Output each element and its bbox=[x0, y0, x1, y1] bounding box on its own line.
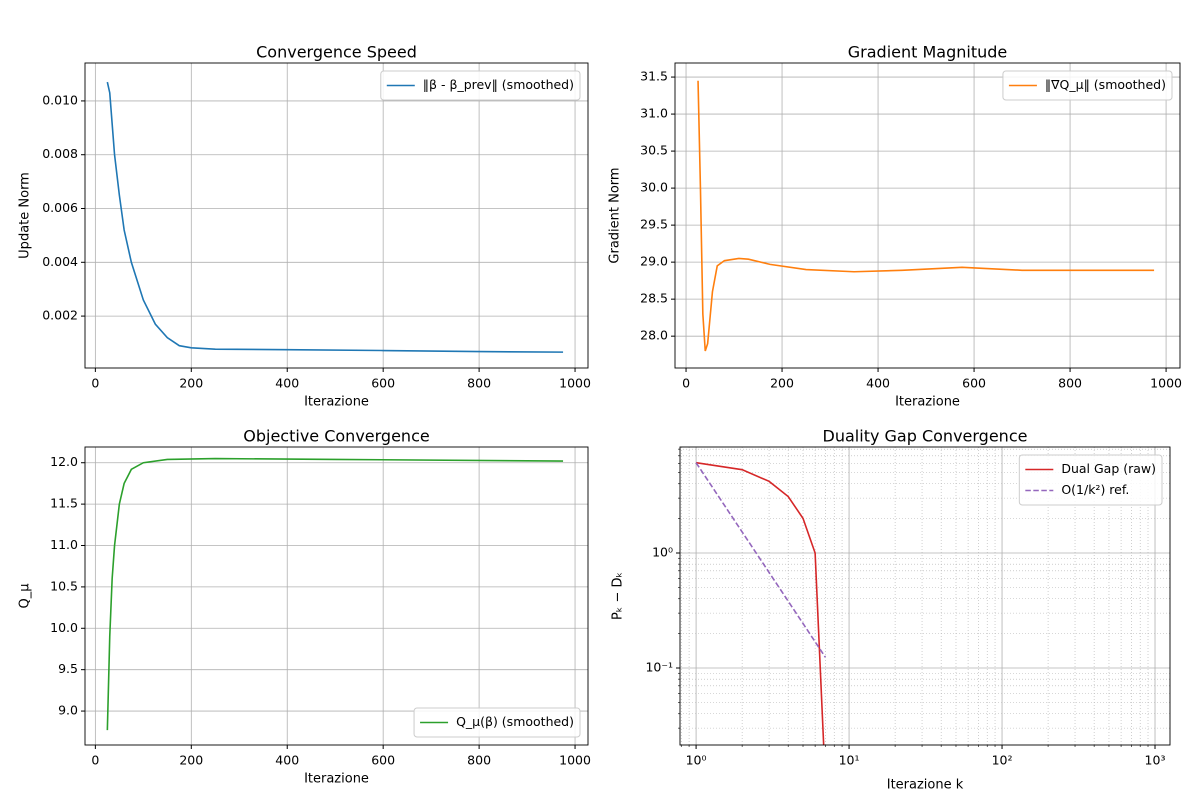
y-tick-label: 12.0 bbox=[50, 454, 78, 469]
x-tick-label: 10¹ bbox=[839, 753, 860, 768]
y-tick-label: 10⁰ bbox=[652, 544, 673, 559]
legend: ‖β - β_prev‖ (smoothed) bbox=[380, 70, 581, 101]
y-tick-label: 30.0 bbox=[640, 180, 668, 195]
subplot-title: Convergence Speed bbox=[256, 43, 417, 62]
legend-box bbox=[413, 707, 581, 738]
x-tick-label: 0 bbox=[682, 376, 690, 391]
legend-box bbox=[1018, 454, 1163, 506]
y-tick-label: 30.5 bbox=[640, 143, 668, 158]
legend: ‖∇Q_μ‖ (smoothed) bbox=[1002, 70, 1173, 101]
y-tick-label: 9.0 bbox=[58, 703, 78, 718]
x-tick-label: 10⁰ bbox=[686, 753, 707, 768]
legend-box bbox=[1002, 70, 1173, 101]
x-tick-label: 400 bbox=[866, 376, 890, 391]
x-axis-label: Iterazione bbox=[304, 772, 369, 787]
series-line bbox=[106, 457, 564, 731]
axes-frame bbox=[679, 446, 1171, 746]
y-tick-label: 28.5 bbox=[640, 291, 668, 306]
y-tick-label: 0.008 bbox=[42, 146, 78, 161]
y-axis-label: Pₖ − Dₖ bbox=[611, 572, 626, 620]
legend-label: Q_μ(β) (smoothed) bbox=[456, 714, 574, 729]
y-tick-label: 11.0 bbox=[50, 537, 78, 552]
axes-frame bbox=[84, 62, 589, 369]
x-tick-label: 600 bbox=[371, 376, 395, 391]
x-tick-label: 1000 bbox=[559, 376, 591, 391]
x-axis-label: Iterazione bbox=[895, 395, 960, 410]
y-axis-label: Update Norm bbox=[18, 172, 33, 259]
legend: Q_μ(β) (smoothed) bbox=[413, 707, 581, 738]
x-tick-label: 200 bbox=[179, 376, 203, 391]
legend: Dual Gap (raw) O(1/k²) ref. bbox=[1018, 454, 1163, 506]
y-tick-label: 0.002 bbox=[42, 308, 78, 323]
y-tick-label: 11.5 bbox=[50, 496, 78, 511]
x-axis-label: Iterazione k bbox=[887, 778, 964, 793]
x-axis-label: Iterazione bbox=[304, 395, 369, 410]
x-tick-label: 400 bbox=[275, 753, 299, 768]
y-tick-label: 0.004 bbox=[42, 254, 78, 269]
x-tick-label: 1000 bbox=[1150, 376, 1182, 391]
legend-box bbox=[380, 70, 581, 101]
x-tick-label: 800 bbox=[467, 376, 491, 391]
x-tick-label: 10³ bbox=[1145, 753, 1166, 768]
y-axis-label: Gradient Norm bbox=[608, 167, 623, 263]
series-line bbox=[697, 80, 1155, 352]
x-tick-label: 800 bbox=[1058, 376, 1082, 391]
series-line bbox=[695, 461, 825, 745]
x-tick-label: 0 bbox=[91, 376, 99, 391]
y-tick-label: 29.5 bbox=[640, 217, 668, 232]
x-tick-label: 10² bbox=[992, 753, 1013, 768]
y-axis-label: Q_μ bbox=[18, 583, 33, 608]
series-line bbox=[106, 81, 564, 353]
y-tick-label: 28.0 bbox=[640, 328, 668, 343]
y-tick-label: 0.006 bbox=[42, 200, 78, 215]
y-tick-label: 10⁻¹ bbox=[645, 659, 673, 674]
axes-frame bbox=[674, 62, 1181, 369]
axes-frame bbox=[84, 446, 589, 746]
x-tick-label: 1000 bbox=[559, 753, 591, 768]
y-tick-label: 0.010 bbox=[42, 92, 78, 107]
y-tick-label: 10.5 bbox=[50, 578, 78, 593]
y-tick-label: 10.0 bbox=[50, 620, 78, 635]
legend-label: ‖∇Q_μ‖ (smoothed) bbox=[1045, 77, 1166, 92]
y-tick-label: 31.5 bbox=[640, 69, 668, 84]
y-tick-label: 31.0 bbox=[640, 106, 668, 121]
y-tick-label: 9.5 bbox=[58, 661, 78, 676]
x-tick-label: 0 bbox=[91, 753, 99, 768]
x-tick-label: 600 bbox=[371, 753, 395, 768]
subplot-title: Duality Gap Convergence bbox=[823, 427, 1028, 446]
legend-label: O(1/k²) ref. bbox=[1061, 482, 1129, 497]
x-tick-label: 200 bbox=[770, 376, 794, 391]
x-tick-label: 800 bbox=[467, 753, 491, 768]
series-line bbox=[695, 462, 827, 658]
x-tick-label: 200 bbox=[179, 753, 203, 768]
x-tick-label: 600 bbox=[962, 376, 986, 391]
legend-label: Dual Gap (raw) bbox=[1061, 461, 1156, 476]
y-tick-label: 29.0 bbox=[640, 254, 668, 269]
subplot-title: Objective Convergence bbox=[243, 427, 429, 446]
legend-label: ‖β - β_prev‖ (smoothed) bbox=[423, 77, 574, 92]
x-tick-label: 400 bbox=[275, 376, 299, 391]
subplot-title: Gradient Magnitude bbox=[848, 43, 1008, 62]
